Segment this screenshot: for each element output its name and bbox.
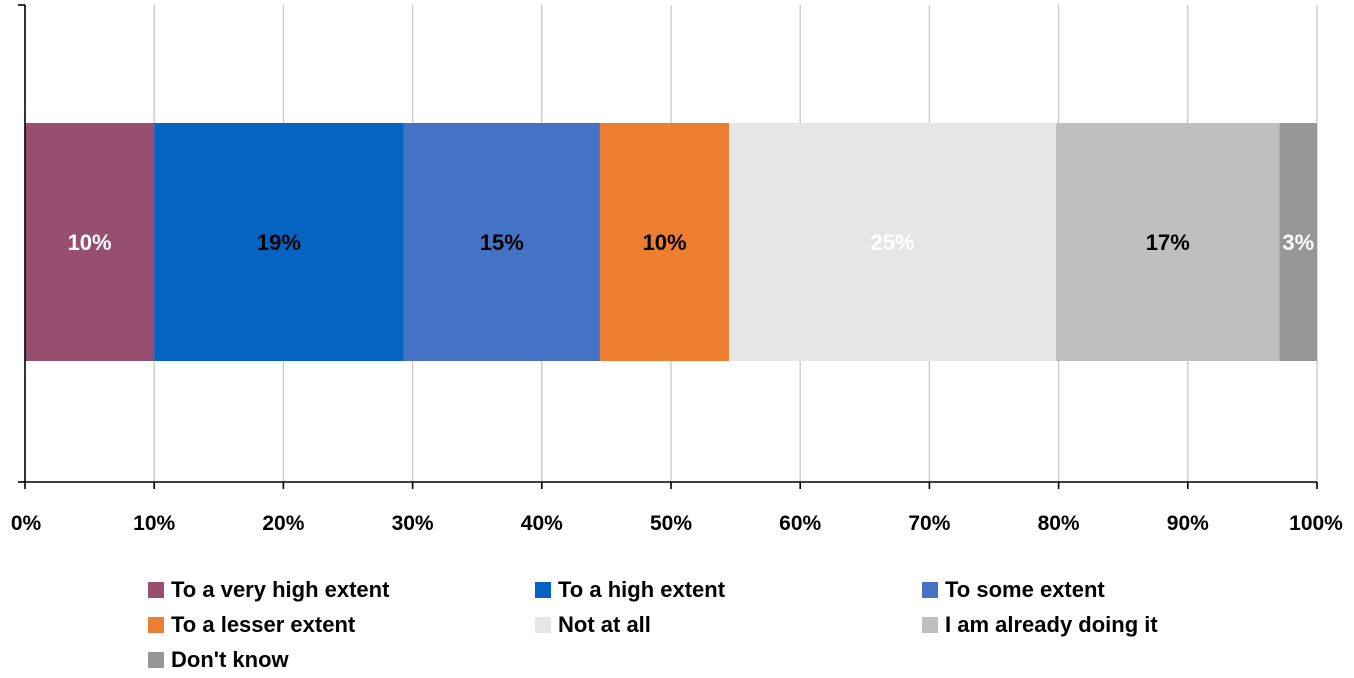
bar-segments bbox=[25, 123, 1317, 361]
legend-swatch bbox=[922, 617, 938, 633]
legend-item: To a very high extent bbox=[148, 577, 535, 603]
legend-label: Don't know bbox=[171, 647, 289, 672]
bar-segment-6 bbox=[1056, 123, 1280, 361]
legend-swatch bbox=[535, 617, 551, 633]
data-label-7: 3% bbox=[1282, 230, 1314, 255]
data-label-6: 17% bbox=[1146, 230, 1190, 255]
legend-label: Not at all bbox=[558, 612, 651, 637]
legend-label: I am already doing it bbox=[945, 612, 1158, 637]
data-label-5: 25% bbox=[871, 230, 915, 255]
x-tick-label: 20% bbox=[262, 512, 304, 535]
legend-swatch bbox=[922, 582, 938, 598]
x-tick-label: 60% bbox=[779, 512, 821, 535]
x-tick-label: 70% bbox=[908, 512, 950, 535]
legend-item: I am already doing it bbox=[922, 612, 1322, 638]
axes bbox=[18, 4, 1318, 489]
legend-swatch bbox=[535, 582, 551, 598]
legend-label: To a very high extent bbox=[171, 577, 390, 602]
x-tick-label: 100% bbox=[1289, 512, 1343, 535]
legend-item: To some extent bbox=[922, 577, 1322, 603]
legend-swatch bbox=[148, 652, 164, 668]
x-tick-label: 90% bbox=[1167, 512, 1209, 535]
legend-swatch bbox=[148, 582, 164, 598]
bar-segment-5 bbox=[729, 123, 1057, 361]
legend-label: To some extent bbox=[945, 577, 1105, 602]
legend-item: Don't know bbox=[148, 647, 535, 673]
legend: To a very high extent To a high extent To … bbox=[148, 577, 1328, 673]
x-tick-label: 10% bbox=[133, 512, 175, 535]
bar-segment-1 bbox=[25, 123, 155, 361]
bar-segment-3 bbox=[403, 123, 600, 361]
x-axis-tick-labels: 0% 10% 20% 30% 40% 50% 60% 70% 80% 90% 100% bbox=[11, 512, 1343, 535]
legend-label: To a lesser extent bbox=[171, 612, 356, 637]
legend-item: To a lesser extent bbox=[148, 612, 535, 638]
x-tick-label: 40% bbox=[521, 512, 563, 535]
x-tick-label: 0% bbox=[11, 512, 42, 535]
x-tick-label: 30% bbox=[392, 512, 434, 535]
data-label-1: 10% bbox=[68, 230, 112, 255]
data-label-2: 19% bbox=[257, 230, 301, 255]
legend-item: To a high extent bbox=[535, 577, 922, 603]
data-labels: 10% 19% 15% 10% 25% 17% 3% bbox=[68, 230, 1315, 255]
x-tick-label: 80% bbox=[1038, 512, 1080, 535]
stacked-bar-chart: 10% 19% 15% 10% 25% 17% 3% 0% 10% 20% 30% 40% 50% 60… bbox=[11, 4, 1343, 535]
legend-item: Not at all bbox=[535, 612, 922, 638]
data-label-3: 15% bbox=[480, 230, 524, 255]
bar-segment-2 bbox=[154, 123, 404, 361]
legend-swatch bbox=[148, 617, 164, 633]
data-label-4: 10% bbox=[643, 230, 687, 255]
bar-segment-7 bbox=[1279, 123, 1317, 361]
legend-label: To a high extent bbox=[558, 577, 726, 602]
x-tick-label: 50% bbox=[650, 512, 692, 535]
bar-segment-4 bbox=[599, 123, 730, 361]
